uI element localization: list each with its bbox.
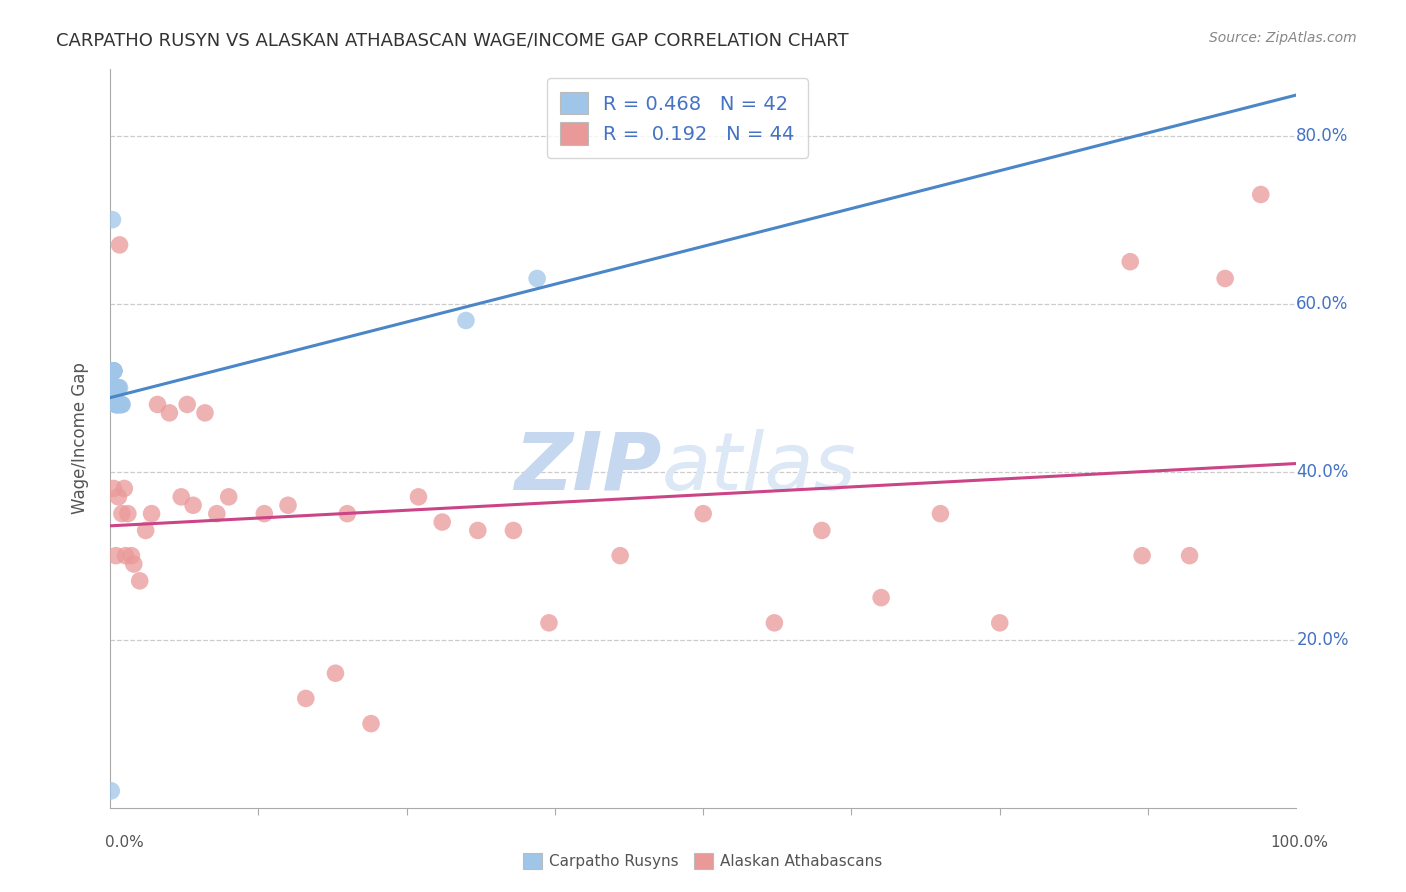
Point — [253, 507, 276, 521]
Point — [277, 498, 299, 512]
Point — [105, 397, 128, 411]
Text: Source: ZipAtlas.com: Source: ZipAtlas.com — [1209, 31, 1357, 45]
Point — [105, 397, 128, 411]
Point — [105, 381, 128, 395]
Point — [692, 507, 714, 521]
Text: atlas: atlas — [662, 429, 856, 507]
Point — [107, 381, 129, 395]
Point — [103, 381, 125, 395]
Point — [1213, 271, 1236, 285]
Point — [110, 397, 132, 411]
Point — [101, 212, 124, 227]
Point — [112, 482, 135, 496]
Point — [103, 364, 125, 378]
Text: 20.0%: 20.0% — [1296, 631, 1348, 648]
Point — [454, 313, 477, 327]
Text: 40.0%: 40.0% — [1296, 463, 1348, 481]
Point — [181, 498, 204, 512]
Text: CARPATHO RUSYN VS ALASKAN ATHABASCAN WAGE/INCOME GAP CORRELATION CHART: CARPATHO RUSYN VS ALASKAN ATHABASCAN WAG… — [56, 31, 849, 49]
Point — [100, 784, 122, 798]
Point — [135, 524, 157, 538]
Point — [111, 507, 134, 521]
Point — [526, 271, 548, 285]
Point — [467, 524, 489, 538]
Point — [103, 364, 125, 378]
Point — [146, 397, 169, 411]
Point — [103, 482, 125, 496]
Point — [117, 507, 139, 521]
Point — [294, 691, 316, 706]
Point — [537, 615, 560, 630]
Point — [105, 381, 128, 395]
Text: 80.0%: 80.0% — [1296, 127, 1348, 145]
Text: 60.0%: 60.0% — [1296, 294, 1348, 313]
Point — [105, 397, 128, 411]
Point — [107, 397, 129, 411]
Point — [122, 557, 145, 571]
Point — [120, 549, 142, 563]
Text: ZIP: ZIP — [515, 429, 662, 507]
Y-axis label: Wage/Income Gap: Wage/Income Gap — [72, 362, 89, 514]
Point — [218, 490, 240, 504]
Point — [103, 364, 125, 378]
Point — [609, 549, 631, 563]
Point — [103, 364, 125, 378]
Point — [111, 397, 134, 411]
Point — [408, 490, 430, 504]
Point — [108, 381, 131, 395]
Point — [128, 574, 150, 588]
Point — [1250, 187, 1272, 202]
Point — [104, 381, 127, 395]
Text: 100.0%: 100.0% — [1271, 836, 1329, 850]
Point — [105, 397, 128, 411]
Point — [763, 615, 786, 630]
Point — [432, 515, 454, 529]
Point — [170, 490, 193, 504]
Point — [103, 364, 125, 378]
Point — [104, 381, 127, 395]
Point — [870, 591, 893, 605]
Point — [107, 490, 129, 504]
Point — [1178, 549, 1201, 563]
Point — [108, 238, 131, 252]
Point — [103, 364, 125, 378]
Point — [110, 397, 132, 411]
Point — [107, 381, 129, 395]
Point — [105, 549, 128, 563]
Point — [502, 524, 524, 538]
Point — [176, 397, 198, 411]
Point — [105, 397, 128, 411]
Text: 0.0%: 0.0% — [105, 836, 145, 850]
Point — [104, 381, 127, 395]
Point — [108, 397, 131, 411]
Point — [103, 364, 125, 378]
Point — [194, 406, 217, 420]
Point — [157, 406, 180, 420]
Point — [104, 381, 127, 395]
Point — [114, 549, 136, 563]
Point — [325, 666, 347, 681]
Point — [811, 524, 834, 538]
Legend: Carpatho Rusyns, Alaskan Athabascans: Carpatho Rusyns, Alaskan Athabascans — [517, 847, 889, 875]
Point — [111, 397, 134, 411]
Point — [104, 381, 127, 395]
Point — [929, 507, 952, 521]
Point — [1130, 549, 1153, 563]
Point — [988, 615, 1011, 630]
Point — [104, 381, 127, 395]
Point — [105, 381, 128, 395]
Point — [141, 507, 163, 521]
Point — [105, 381, 128, 395]
Point — [104, 381, 127, 395]
Point — [105, 397, 128, 411]
Point — [104, 381, 127, 395]
Point — [105, 381, 128, 395]
Point — [360, 716, 382, 731]
Point — [336, 507, 359, 521]
Legend: R = 0.468   N = 42, R =  0.192   N = 44: R = 0.468 N = 42, R = 0.192 N = 44 — [547, 78, 808, 158]
Point — [107, 397, 129, 411]
Point — [1119, 254, 1142, 268]
Point — [101, 381, 124, 395]
Point — [205, 507, 228, 521]
